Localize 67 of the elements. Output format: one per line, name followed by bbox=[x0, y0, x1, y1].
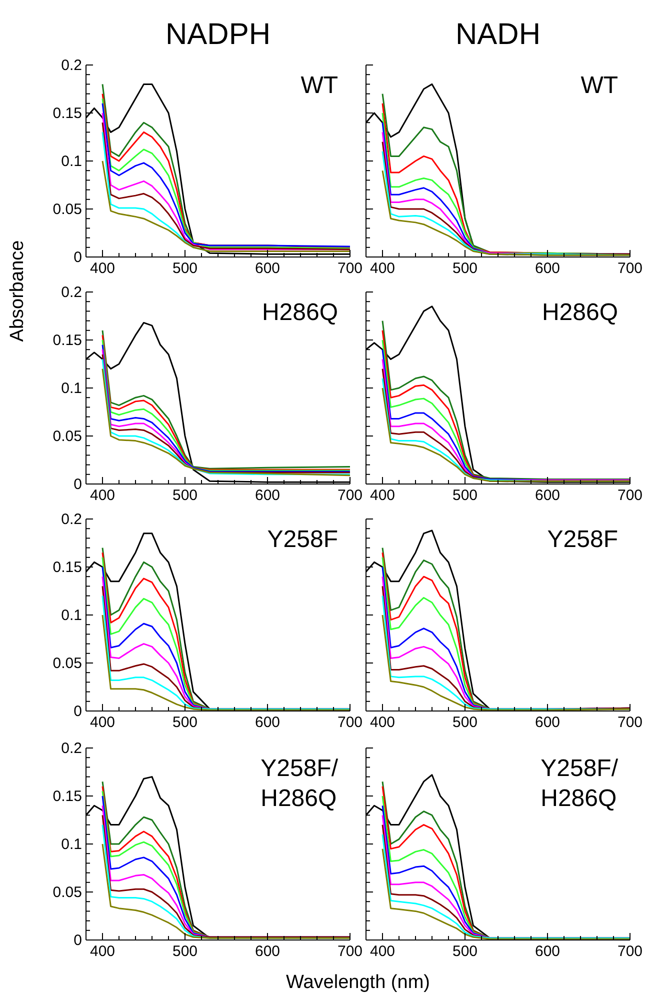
x-tick-label: 400 bbox=[90, 260, 116, 277]
x-tick-label: 500 bbox=[452, 943, 478, 960]
y-tick-label: 0.1 bbox=[61, 607, 82, 624]
x-tick-label: 400 bbox=[370, 943, 396, 960]
x-axis-title: Wavelength (nm) bbox=[285, 972, 431, 994]
y-tick-label: 0.2 bbox=[61, 57, 82, 74]
x-tick-label: 500 bbox=[172, 260, 198, 277]
x-tick-label: 500 bbox=[452, 260, 478, 277]
y-tick-label: 0.05 bbox=[52, 884, 82, 901]
y-tick-label: 0.15 bbox=[52, 788, 82, 805]
y-tick-label: 0.15 bbox=[52, 332, 82, 349]
y-tick-label: 0.1 bbox=[61, 836, 82, 853]
y-tick-label: 0 bbox=[74, 249, 82, 266]
x-tick-label: 500 bbox=[172, 943, 198, 960]
annotation: Y258F bbox=[267, 525, 338, 555]
y-tick-label: 0.2 bbox=[61, 284, 82, 301]
x-tick-label: 700 bbox=[337, 943, 363, 960]
y-tick-label: 0 bbox=[74, 932, 82, 949]
x-tick-label: 700 bbox=[617, 487, 643, 504]
x-tick-label: 400 bbox=[370, 487, 396, 504]
y-tick-label: 0.05 bbox=[52, 201, 82, 218]
x-tick-label: 700 bbox=[337, 714, 363, 731]
line-series bbox=[102, 160, 350, 252]
y-tick-label: 0.2 bbox=[61, 740, 82, 757]
y-axis-title: Absorbance bbox=[7, 239, 29, 344]
x-tick-label: 400 bbox=[370, 260, 396, 277]
y-tick-label: 0.2 bbox=[61, 511, 82, 528]
annotation: H286Q bbox=[262, 298, 338, 328]
annotation: Y258F/ H286Q bbox=[540, 754, 618, 814]
y-tick-label: 0.15 bbox=[52, 559, 82, 576]
chart-title: NADH bbox=[454, 18, 542, 52]
x-tick-label: 400 bbox=[90, 487, 116, 504]
x-tick-label: 500 bbox=[452, 714, 478, 731]
x-tick-label: 600 bbox=[534, 260, 560, 277]
y-tick-label: 0.15 bbox=[52, 105, 82, 122]
y-tick-label: 0.1 bbox=[61, 380, 82, 397]
x-tick-label: 600 bbox=[254, 260, 280, 277]
x-tick-label: 400 bbox=[90, 943, 116, 960]
line-series bbox=[102, 843, 350, 939]
x-tick-label: 600 bbox=[254, 487, 280, 504]
x-tick-label: 600 bbox=[254, 714, 280, 731]
y-tick-label: 0.05 bbox=[52, 428, 82, 445]
x-tick-label: 700 bbox=[337, 487, 363, 504]
x-tick-label: 600 bbox=[534, 487, 560, 504]
chart-title: NADPH bbox=[164, 18, 272, 52]
y-tick-label: 0 bbox=[74, 476, 82, 493]
x-tick-label: 600 bbox=[254, 943, 280, 960]
x-tick-label: 600 bbox=[534, 943, 560, 960]
annotation: WT bbox=[300, 71, 338, 101]
x-tick-label: 600 bbox=[534, 714, 560, 731]
x-tick-label: 400 bbox=[370, 714, 396, 731]
x-tick-label: 700 bbox=[617, 943, 643, 960]
y-tick-label: 0 bbox=[74, 703, 82, 720]
x-tick-label: 500 bbox=[172, 487, 198, 504]
x-tick-label: 500 bbox=[172, 714, 198, 731]
x-tick-label: 700 bbox=[617, 714, 643, 731]
y-tick-label: 0.1 bbox=[61, 153, 82, 170]
annotation: WT bbox=[580, 71, 618, 101]
x-tick-label: 400 bbox=[90, 714, 116, 731]
annotation: Y258F/ H286Q bbox=[260, 754, 338, 814]
annotation: Y258F bbox=[547, 525, 618, 555]
y-tick-label: 0.05 bbox=[52, 655, 82, 672]
line-series bbox=[102, 614, 350, 711]
annotation: H286Q bbox=[542, 298, 618, 328]
x-tick-label: 700 bbox=[617, 260, 643, 277]
x-tick-label: 700 bbox=[337, 260, 363, 277]
x-tick-label: 500 bbox=[452, 487, 478, 504]
